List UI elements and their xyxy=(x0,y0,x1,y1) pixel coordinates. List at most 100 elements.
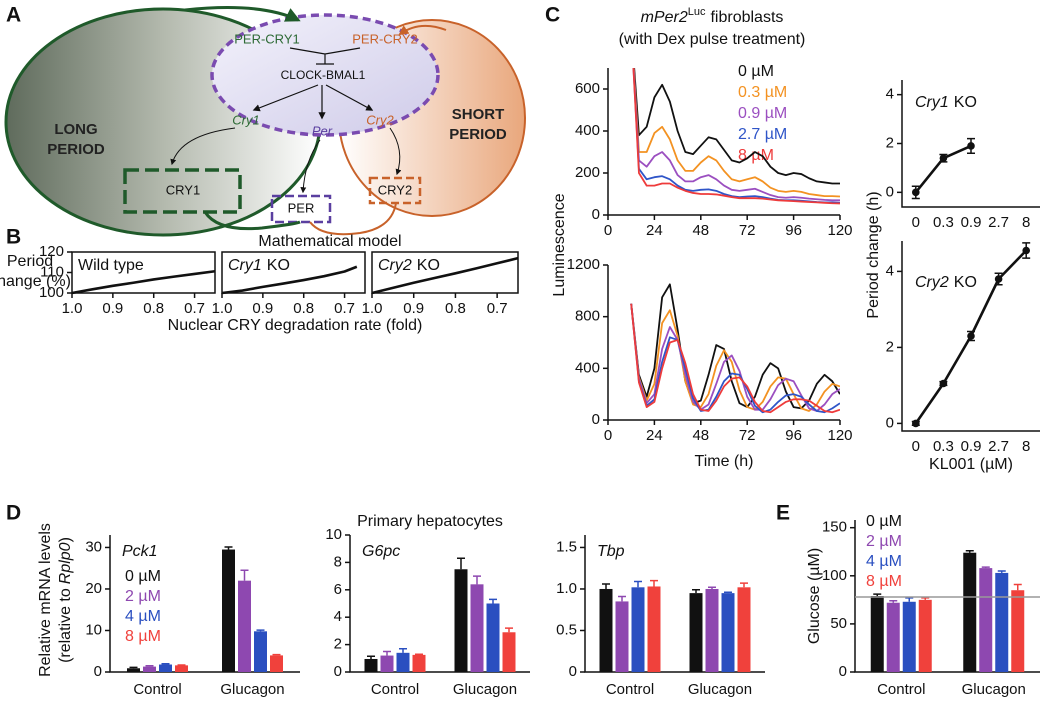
data-point xyxy=(994,275,1003,283)
bar xyxy=(412,654,426,672)
x-tick-label: 24 xyxy=(646,222,663,239)
x-tick-label: Control xyxy=(877,681,925,698)
title-gene: Tbp xyxy=(597,543,625,560)
region-label: LONG xyxy=(54,121,97,138)
bar xyxy=(175,665,188,672)
orange-arrow xyxy=(398,24,447,36)
y-axis-label: Glucose (µM) xyxy=(806,548,823,644)
panel-label: E xyxy=(776,502,790,525)
x-tick-label: 0 xyxy=(604,427,612,444)
arrow xyxy=(300,139,321,194)
y-tick-label: 2 xyxy=(334,636,342,653)
bar xyxy=(721,593,735,672)
x-tick-label: 48 xyxy=(692,427,709,444)
title-text: KO xyxy=(954,274,977,291)
arrow xyxy=(170,127,236,166)
y-tick-label: 6 xyxy=(334,581,342,598)
x-tick-label: 1.0 xyxy=(62,300,83,317)
y-tick-label: 20 xyxy=(85,580,102,597)
error-bar xyxy=(873,593,882,596)
chart-title: Wild type xyxy=(78,257,144,274)
error-bar xyxy=(256,629,265,632)
region-label: SHORT xyxy=(452,106,505,123)
x-tick-label: Control xyxy=(371,681,419,698)
panel-label: D xyxy=(6,502,21,525)
legend-entry: 0 µM xyxy=(125,568,161,585)
protein-box xyxy=(270,194,332,224)
panel-title: Mathematical model xyxy=(258,233,401,250)
data-point xyxy=(939,379,948,388)
region-label: PERIOD xyxy=(47,141,105,158)
x-tick-label: 48 xyxy=(692,222,709,239)
error-bar xyxy=(399,647,407,653)
y-tick-label: 0 xyxy=(569,663,577,680)
bar xyxy=(127,668,140,672)
chart-title: Cry2 KO xyxy=(915,274,977,291)
error-bar xyxy=(965,550,974,553)
gene-label: Per xyxy=(312,123,333,138)
x-tick-label: 1.0 xyxy=(212,300,233,317)
data-line xyxy=(632,68,840,198)
y-tick-label: 2 xyxy=(886,134,894,151)
legend-entry: 2.7 µM xyxy=(738,126,787,143)
data-line xyxy=(71,269,216,295)
y-tick-label: 30 xyxy=(85,538,102,555)
activator-label: CLOCK-BMAL1 xyxy=(281,68,366,82)
title-gene: Cry2 xyxy=(915,274,949,291)
error-bar xyxy=(905,597,914,602)
label-text: (relative to xyxy=(57,588,74,663)
data-line xyxy=(632,68,840,202)
bar xyxy=(238,580,251,672)
bar xyxy=(380,655,394,672)
panel-label: A xyxy=(6,4,21,27)
protein-label: CRY2 xyxy=(378,182,412,197)
diagram: PER-CRY1 PER-CRY2 CLOCK-BMAL1 Cry1 Per C… xyxy=(4,6,526,237)
legend-entry: 0.3 µM xyxy=(738,84,787,101)
x-tick-label: Control xyxy=(133,681,181,698)
x-tick-label: 72 xyxy=(739,427,756,444)
x-tick-label: Glucagon xyxy=(453,681,517,698)
protein-label: PER xyxy=(288,200,315,215)
error-bar xyxy=(240,569,249,581)
label-gene: Rplp0 xyxy=(57,542,74,584)
bar xyxy=(454,569,468,672)
panel-title: Primary hepatocytes xyxy=(357,513,503,530)
legend-entry: 4 µM xyxy=(125,608,161,625)
error-bar xyxy=(415,653,423,655)
x-tick-label: 8 xyxy=(1022,438,1030,455)
panel-title: mPer2Luc fibroblasts xyxy=(641,6,784,26)
chart-title: G6pc xyxy=(362,543,400,560)
axis-line xyxy=(901,80,1040,208)
x-tick-label: Control xyxy=(606,681,654,698)
bar xyxy=(364,658,378,672)
y-tick-label: 0 xyxy=(334,663,342,680)
chart-title: Pck1 xyxy=(122,543,158,560)
error-bar xyxy=(489,598,497,604)
y-tick-label: 0 xyxy=(886,414,894,431)
bar xyxy=(159,664,172,672)
data-line xyxy=(632,68,840,205)
title-gene: mPer2 xyxy=(641,9,688,26)
bar xyxy=(270,655,283,672)
data-line xyxy=(914,144,972,194)
y-tick-label: 400 xyxy=(575,359,600,376)
x-tick-label: 8 xyxy=(1022,214,1030,231)
y-tick-label: 0 xyxy=(886,183,894,200)
title-gene: Cry2 xyxy=(378,257,412,274)
data-line xyxy=(632,68,840,204)
x-tick-label: 72 xyxy=(739,222,756,239)
error-bar xyxy=(634,580,642,588)
error-bar xyxy=(145,665,154,667)
legend-entry: 4 µM xyxy=(866,553,902,570)
protein-box xyxy=(123,168,242,214)
arrow xyxy=(252,84,319,112)
bar xyxy=(599,588,613,672)
y-tick-label: 0.5 xyxy=(556,621,577,638)
error-bar xyxy=(272,653,281,656)
gene-label: Cry2 xyxy=(366,112,394,127)
error-bar xyxy=(997,570,1006,573)
x-tick-label: 0.9 xyxy=(102,300,123,317)
x-tick-label: 0.8 xyxy=(293,300,314,317)
y-axis-label: change (%) xyxy=(0,273,71,290)
data-line xyxy=(633,68,840,185)
